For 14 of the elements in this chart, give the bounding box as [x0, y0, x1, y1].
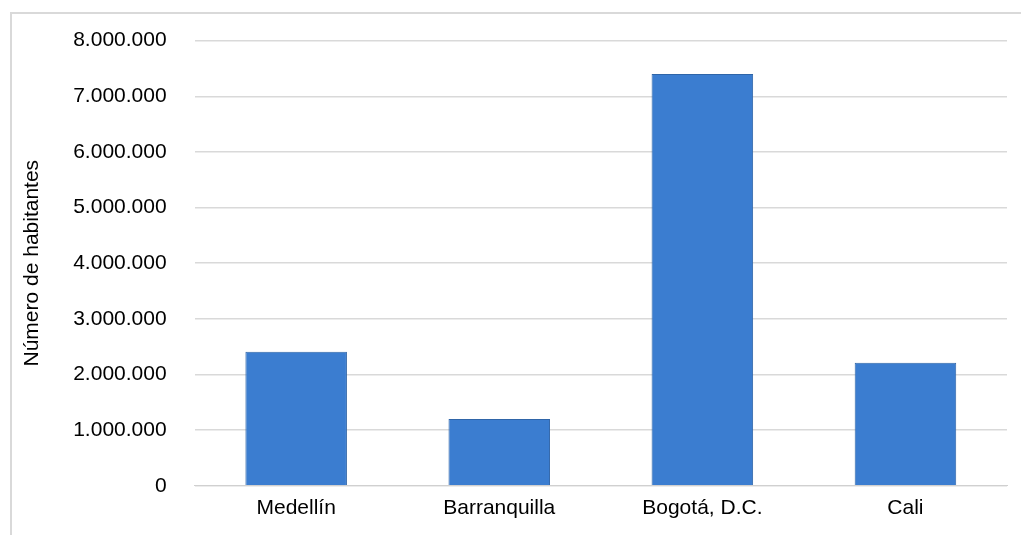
- y-axis-title: Número de habitantes: [19, 159, 43, 367]
- y-tick-label: 7.000.000: [73, 83, 167, 107]
- x-tick-label: Medellín: [256, 495, 336, 519]
- y-tick-label: 1.000.000: [73, 416, 167, 440]
- x-tick-label: Cali: [887, 495, 924, 519]
- y-tick-label: 8.000.000: [73, 27, 167, 51]
- y-tick-label: 6.000.000: [73, 138, 167, 162]
- y-tick-label: 4.000.000: [73, 250, 167, 273]
- x-tick-label: Barranquilla: [443, 495, 556, 519]
- y-tick-label: 5.000.000: [73, 194, 167, 218]
- x-tick-label: Bogotá, D.C.: [642, 495, 763, 519]
- y-tick-label: 2.000.000: [73, 361, 167, 385]
- y-tick-label: 0: [154, 472, 167, 496]
- y-tick-label: 3.000.000: [73, 305, 167, 329]
